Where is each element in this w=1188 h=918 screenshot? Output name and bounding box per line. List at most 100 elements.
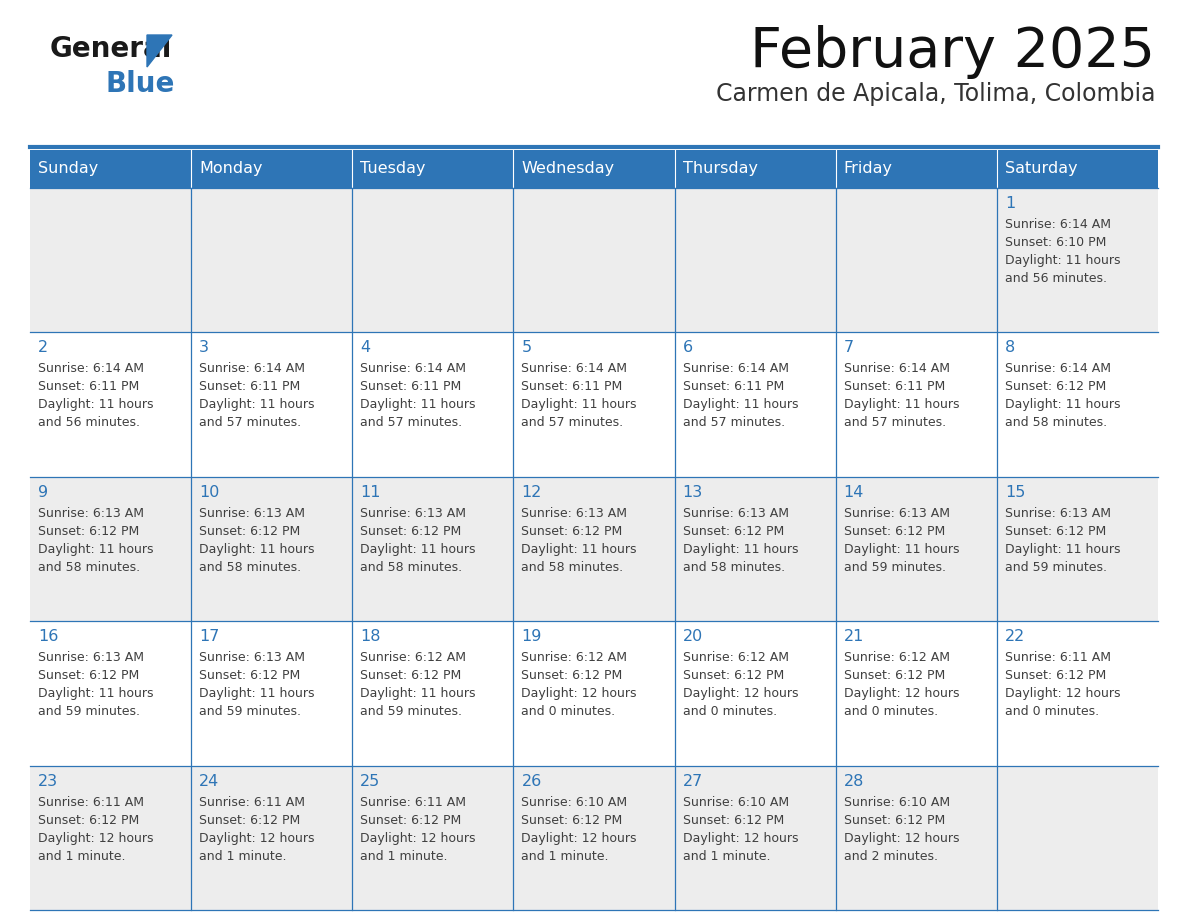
Text: Sunset: 6:12 PM: Sunset: 6:12 PM bbox=[1005, 669, 1106, 682]
Text: Daylight: 12 hours: Daylight: 12 hours bbox=[360, 832, 475, 845]
Text: Sunrise: 6:11 AM: Sunrise: 6:11 AM bbox=[38, 796, 144, 809]
Text: Sunset: 6:11 PM: Sunset: 6:11 PM bbox=[522, 380, 623, 394]
Text: and 1 minute.: and 1 minute. bbox=[38, 849, 126, 863]
Text: Daylight: 11 hours: Daylight: 11 hours bbox=[200, 398, 315, 411]
Text: Daylight: 12 hours: Daylight: 12 hours bbox=[522, 832, 637, 845]
Text: and 1 minute.: and 1 minute. bbox=[522, 849, 609, 863]
Text: Sunset: 6:12 PM: Sunset: 6:12 PM bbox=[360, 813, 461, 826]
Text: Sunrise: 6:13 AM: Sunrise: 6:13 AM bbox=[843, 507, 949, 520]
Text: 19: 19 bbox=[522, 629, 542, 644]
Text: Sunrise: 6:14 AM: Sunrise: 6:14 AM bbox=[360, 363, 466, 375]
Text: Sunset: 6:10 PM: Sunset: 6:10 PM bbox=[1005, 236, 1106, 249]
Text: and 2 minutes.: and 2 minutes. bbox=[843, 849, 937, 863]
Text: Daylight: 11 hours: Daylight: 11 hours bbox=[200, 688, 315, 700]
Text: Sunset: 6:12 PM: Sunset: 6:12 PM bbox=[200, 813, 301, 826]
Text: 23: 23 bbox=[38, 774, 58, 789]
Text: Daylight: 12 hours: Daylight: 12 hours bbox=[200, 832, 315, 845]
Text: Daylight: 11 hours: Daylight: 11 hours bbox=[200, 543, 315, 555]
Text: and 1 minute.: and 1 minute. bbox=[683, 849, 770, 863]
Text: Sunrise: 6:13 AM: Sunrise: 6:13 AM bbox=[1005, 507, 1111, 520]
Text: Sunrise: 6:14 AM: Sunrise: 6:14 AM bbox=[1005, 363, 1111, 375]
Text: Sunset: 6:12 PM: Sunset: 6:12 PM bbox=[843, 669, 944, 682]
Text: Sunset: 6:11 PM: Sunset: 6:11 PM bbox=[38, 380, 139, 394]
Text: 14: 14 bbox=[843, 485, 864, 499]
Text: and 57 minutes.: and 57 minutes. bbox=[360, 417, 462, 430]
Text: and 57 minutes.: and 57 minutes. bbox=[200, 417, 302, 430]
Text: Daylight: 12 hours: Daylight: 12 hours bbox=[843, 832, 959, 845]
Text: Sunrise: 6:12 AM: Sunrise: 6:12 AM bbox=[360, 651, 466, 665]
Text: and 59 minutes.: and 59 minutes. bbox=[200, 705, 301, 718]
Text: Sunset: 6:12 PM: Sunset: 6:12 PM bbox=[360, 669, 461, 682]
Bar bbox=[513, 150, 675, 188]
Text: and 58 minutes.: and 58 minutes. bbox=[522, 561, 624, 574]
Text: 16: 16 bbox=[38, 629, 58, 644]
Text: Daylight: 12 hours: Daylight: 12 hours bbox=[522, 688, 637, 700]
Text: and 57 minutes.: and 57 minutes. bbox=[843, 417, 946, 430]
Text: Sunrise: 6:13 AM: Sunrise: 6:13 AM bbox=[200, 507, 305, 520]
Text: Sunday: Sunday bbox=[38, 162, 99, 176]
Text: Sunrise: 6:14 AM: Sunrise: 6:14 AM bbox=[200, 363, 305, 375]
Text: 15: 15 bbox=[1005, 485, 1025, 499]
Text: Monday: Monday bbox=[200, 162, 263, 176]
Text: Sunrise: 6:11 AM: Sunrise: 6:11 AM bbox=[360, 796, 466, 809]
Text: Sunrise: 6:13 AM: Sunrise: 6:13 AM bbox=[683, 507, 789, 520]
Text: 8: 8 bbox=[1005, 341, 1015, 355]
Text: 27: 27 bbox=[683, 774, 703, 789]
Text: Thursday: Thursday bbox=[683, 162, 758, 176]
Text: Sunrise: 6:13 AM: Sunrise: 6:13 AM bbox=[360, 507, 466, 520]
Text: and 0 minutes.: and 0 minutes. bbox=[843, 705, 937, 718]
Text: and 59 minutes.: and 59 minutes. bbox=[38, 705, 140, 718]
Bar bbox=[997, 150, 1158, 188]
Text: Sunrise: 6:13 AM: Sunrise: 6:13 AM bbox=[200, 651, 305, 665]
Text: Daylight: 11 hours: Daylight: 11 hours bbox=[522, 398, 637, 411]
Text: Daylight: 12 hours: Daylight: 12 hours bbox=[683, 832, 798, 845]
Text: 4: 4 bbox=[360, 341, 371, 355]
Text: Wednesday: Wednesday bbox=[522, 162, 614, 176]
Text: Sunrise: 6:12 AM: Sunrise: 6:12 AM bbox=[683, 651, 789, 665]
Text: and 58 minutes.: and 58 minutes. bbox=[1005, 417, 1107, 430]
Text: Sunset: 6:12 PM: Sunset: 6:12 PM bbox=[200, 669, 301, 682]
Text: 9: 9 bbox=[38, 485, 49, 499]
Text: Sunrise: 6:12 AM: Sunrise: 6:12 AM bbox=[843, 651, 949, 665]
Text: Sunset: 6:12 PM: Sunset: 6:12 PM bbox=[38, 813, 139, 826]
Text: Sunset: 6:12 PM: Sunset: 6:12 PM bbox=[38, 525, 139, 538]
Text: Sunset: 6:12 PM: Sunset: 6:12 PM bbox=[522, 669, 623, 682]
Text: Sunset: 6:12 PM: Sunset: 6:12 PM bbox=[843, 813, 944, 826]
Text: 20: 20 bbox=[683, 629, 703, 644]
Text: Daylight: 11 hours: Daylight: 11 hours bbox=[522, 543, 637, 555]
Text: Carmen de Apicala, Tolima, Colombia: Carmen de Apicala, Tolima, Colombia bbox=[715, 82, 1155, 106]
Text: Daylight: 11 hours: Daylight: 11 hours bbox=[38, 688, 153, 700]
Text: 6: 6 bbox=[683, 341, 693, 355]
Text: 24: 24 bbox=[200, 774, 220, 789]
Text: Daylight: 11 hours: Daylight: 11 hours bbox=[683, 543, 798, 555]
Text: Sunset: 6:11 PM: Sunset: 6:11 PM bbox=[200, 380, 301, 394]
Text: 7: 7 bbox=[843, 341, 854, 355]
Text: Sunset: 6:12 PM: Sunset: 6:12 PM bbox=[843, 525, 944, 538]
Text: and 59 minutes.: and 59 minutes. bbox=[843, 561, 946, 574]
Text: and 57 minutes.: and 57 minutes. bbox=[683, 417, 785, 430]
Bar bbox=[30, 188, 1158, 332]
Text: Blue: Blue bbox=[105, 70, 175, 98]
Text: Friday: Friday bbox=[843, 162, 892, 176]
Text: Sunset: 6:12 PM: Sunset: 6:12 PM bbox=[522, 525, 623, 538]
Text: and 0 minutes.: and 0 minutes. bbox=[522, 705, 615, 718]
Text: and 56 minutes.: and 56 minutes. bbox=[1005, 272, 1107, 285]
Bar bbox=[675, 150, 835, 188]
Text: Sunset: 6:11 PM: Sunset: 6:11 PM bbox=[683, 380, 784, 394]
Text: 10: 10 bbox=[200, 485, 220, 499]
Text: Sunrise: 6:11 AM: Sunrise: 6:11 AM bbox=[200, 796, 305, 809]
Text: 25: 25 bbox=[360, 774, 380, 789]
Text: Sunrise: 6:14 AM: Sunrise: 6:14 AM bbox=[683, 363, 789, 375]
Text: Sunrise: 6:14 AM: Sunrise: 6:14 AM bbox=[1005, 218, 1111, 231]
Text: Sunset: 6:12 PM: Sunset: 6:12 PM bbox=[38, 669, 139, 682]
Text: Sunrise: 6:10 AM: Sunrise: 6:10 AM bbox=[683, 796, 789, 809]
Text: 11: 11 bbox=[360, 485, 381, 499]
Text: and 0 minutes.: and 0 minutes. bbox=[683, 705, 777, 718]
Text: 28: 28 bbox=[843, 774, 864, 789]
Text: and 58 minutes.: and 58 minutes. bbox=[38, 561, 140, 574]
Text: Sunset: 6:12 PM: Sunset: 6:12 PM bbox=[683, 525, 784, 538]
Text: and 58 minutes.: and 58 minutes. bbox=[200, 561, 302, 574]
Text: 17: 17 bbox=[200, 629, 220, 644]
Text: Daylight: 11 hours: Daylight: 11 hours bbox=[38, 543, 153, 555]
Text: Sunset: 6:12 PM: Sunset: 6:12 PM bbox=[200, 525, 301, 538]
